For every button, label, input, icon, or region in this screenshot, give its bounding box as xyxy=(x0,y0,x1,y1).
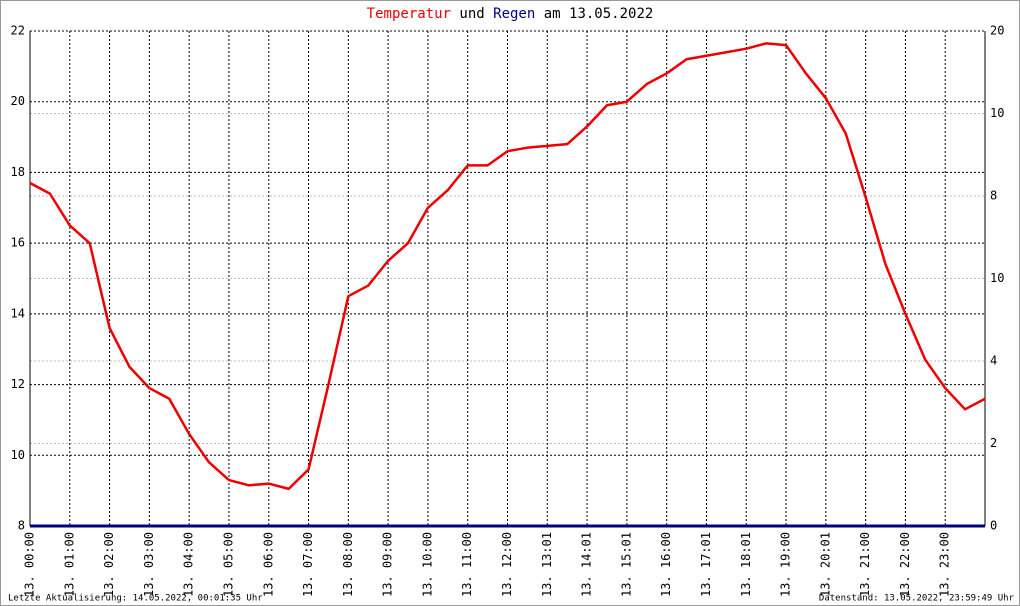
x-tick-label: 13. 18:01 xyxy=(739,532,753,597)
y2-tick-label: 10 xyxy=(990,271,1004,285)
x-tick-label: 13. 12:00 xyxy=(500,532,514,597)
x-tick-label: 13. 20:01 xyxy=(818,532,832,597)
x-tick-label: 13. 05:00 xyxy=(221,532,235,597)
y2-tick-label: 10 xyxy=(990,106,1004,120)
y2-tick-label: 4 xyxy=(990,354,997,368)
x-tick-label: 13. 07:00 xyxy=(301,532,315,597)
title-rain: Regen xyxy=(493,6,535,22)
x-tick-label: 13. 08:00 xyxy=(341,532,355,597)
y2-tick-label: 20 xyxy=(990,24,1004,38)
y-tick-label: 8 xyxy=(18,519,25,533)
chart-title: Temperatur und Regen am 13.05.2022 xyxy=(367,6,654,22)
x-tick-label: 13. 22:00 xyxy=(898,532,912,597)
x-tick-label: 13. 19:00 xyxy=(779,532,793,597)
x-tick-label: 13. 02:00 xyxy=(102,532,116,597)
y-tick-label: 10 xyxy=(11,448,25,462)
footer-left: Letzte Aktualisierung: 14.05.2022, 00:01… xyxy=(8,594,263,604)
x-tick-label: 13. 15:01 xyxy=(619,532,633,597)
x-tick-label: 13. 11:00 xyxy=(460,532,474,597)
y-tick-label: 16 xyxy=(11,236,25,250)
x-tick-label: 13. 03:00 xyxy=(142,532,156,597)
series-line xyxy=(29,42,986,491)
x-tick-label: 13. 23:00 xyxy=(938,532,952,597)
x-tick-label: 13. 17:01 xyxy=(699,532,713,597)
footer-right: Datenstand: 13.05.2022, 23:59:49 Uhr xyxy=(819,594,1015,604)
y-tick-label: 12 xyxy=(11,377,25,391)
x-tick-label: 13. 01:00 xyxy=(62,532,76,597)
x-tick-label: 13. 09:00 xyxy=(381,532,395,597)
title-temp: Temperatur xyxy=(367,6,451,22)
y-tick-label: 18 xyxy=(11,165,25,179)
x-tick-label: 13. 06:00 xyxy=(261,532,275,597)
y2-tick-label: 8 xyxy=(990,189,997,203)
x-tick-label: 13. 21:00 xyxy=(858,532,872,597)
title-date: am 13.05.2022 xyxy=(544,6,654,22)
x-tick-label: 13. 14:01 xyxy=(580,532,594,597)
x-tick-label: 13. 04:00 xyxy=(182,532,196,597)
title-und: und xyxy=(459,6,484,22)
x-tick-label: 13. 16:00 xyxy=(659,532,673,597)
y-tick-label: 14 xyxy=(11,306,25,320)
y2-tick-label: 0 xyxy=(990,519,997,533)
x-tick-label: 13. 00:00 xyxy=(23,532,37,597)
x-tick-label: 13. 13:01 xyxy=(540,532,554,597)
y-tick-label: 22 xyxy=(11,24,25,38)
x-tick-label: 13. 10:00 xyxy=(420,532,434,597)
y-tick-label: 20 xyxy=(11,94,25,108)
y2-tick-label: 2 xyxy=(990,436,997,450)
